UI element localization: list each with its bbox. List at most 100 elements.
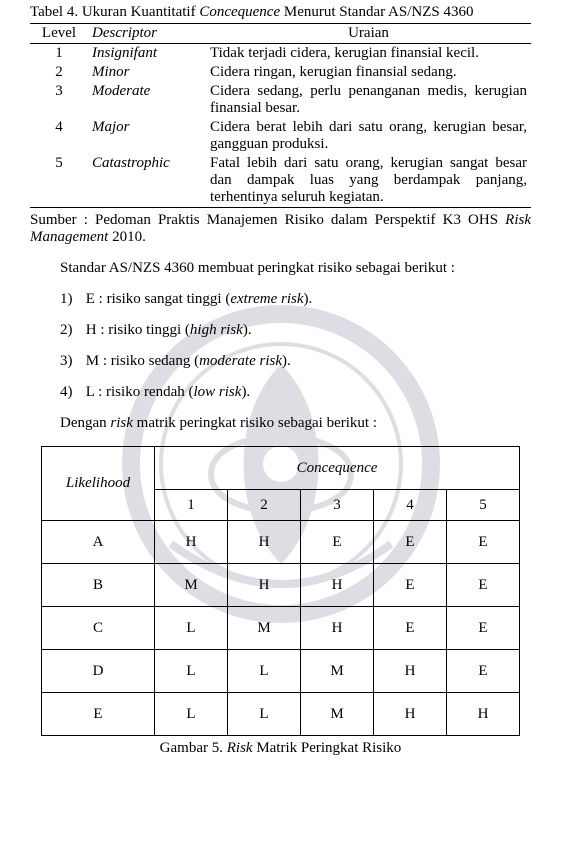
matrix-cell: L	[155, 693, 228, 736]
row-label: A	[42, 521, 155, 564]
list-item: 2) H : risiko tinggi (high risk).	[60, 322, 531, 339]
cell-level: 2	[30, 63, 88, 82]
cell-uraian: Fatal lebih dari satu orang, kerugian sa…	[206, 154, 531, 208]
col-num: 4	[374, 490, 447, 521]
matrix-intro: Dengan risk matrik peringkat risiko seba…	[60, 415, 531, 432]
matrix-intro-post: matrik peringkat risiko sebagai berikut …	[133, 415, 377, 431]
figcap-post: Matrik Peringkat Risiko	[253, 740, 402, 756]
th-descriptor: Descriptor	[88, 24, 206, 44]
figcap-pre: Gambar 5.	[160, 740, 227, 756]
list-it: moderate risk	[199, 353, 282, 369]
row-label: C	[42, 607, 155, 650]
matrix-row: E L L M H H	[42, 693, 520, 736]
matrix-cell: E	[447, 650, 520, 693]
col-num: 3	[301, 490, 374, 521]
matrix-cell: H	[301, 564, 374, 607]
matrix-row: A H H E E E	[42, 521, 520, 564]
list-post: ).	[241, 384, 250, 400]
cell-descriptor: Major	[88, 118, 206, 154]
figure-caption: Gambar 5. Risk Matrik Peringkat Risiko	[30, 740, 531, 757]
list-it: high risk	[190, 322, 243, 338]
matrix-intro-it: risk	[110, 415, 133, 431]
col-num: 1	[155, 490, 228, 521]
matrix-cell: H	[155, 521, 228, 564]
th-level: Level	[30, 24, 88, 44]
cell-uraian: Cidera berat lebih dari satu orang, keru…	[206, 118, 531, 154]
list-num: 2)	[60, 322, 82, 339]
th-likelihood: Likelihood	[42, 447, 155, 521]
caption-italic: Concequence	[199, 4, 280, 20]
th-uraian: Uraian	[206, 24, 531, 44]
matrix-cell: M	[301, 693, 374, 736]
list-pre: E : risiko sangat tinggi (	[86, 291, 231, 307]
caption-prefix: Tabel 4. Ukuran Kuantitatif	[30, 4, 199, 20]
row-label: E	[42, 693, 155, 736]
matrix-cell: H	[374, 650, 447, 693]
list-pre: L : risiko rendah (	[86, 384, 194, 400]
table-row: 3 Moderate Cidera sedang, perlu penangan…	[30, 82, 531, 118]
source-line: Sumber : Pedoman Praktis Manajemen Risik…	[30, 212, 531, 246]
table-row: 5 Catastrophic Fatal lebih dari satu ora…	[30, 154, 531, 208]
table-consequence: Level Descriptor Uraian 1 Insignifant Ti…	[30, 23, 531, 208]
table-row: 1 Insignifant Tidak terjadi cidera, keru…	[30, 44, 531, 64]
table1-caption: Tabel 4. Ukuran Kuantitatif Concequence …	[30, 4, 531, 21]
list-num: 1)	[60, 291, 82, 308]
intro-line: Standar AS/NZS 4360 membuat peringkat ri…	[60, 260, 531, 277]
row-label: D	[42, 650, 155, 693]
matrix-cell: H	[228, 521, 301, 564]
risk-matrix-table: Likelihood Concequence 1 2 3 4 5 A H H E…	[41, 446, 520, 736]
matrix-intro-pre: Dengan	[60, 415, 110, 431]
matrix-cell: E	[447, 521, 520, 564]
list-num: 3)	[60, 353, 82, 370]
list-it: low risk	[194, 384, 242, 400]
list-post: ).	[243, 322, 252, 338]
matrix-cell: H	[447, 693, 520, 736]
matrix-cell: E	[301, 521, 374, 564]
matrix-cell: L	[228, 650, 301, 693]
matrix-cell: E	[447, 564, 520, 607]
matrix-cell: L	[155, 607, 228, 650]
matrix-row: B M H H E E	[42, 564, 520, 607]
col-num: 5	[447, 490, 520, 521]
list-pre: M : risiko sedang (	[86, 353, 199, 369]
matrix-cell: M	[155, 564, 228, 607]
matrix-cell: M	[301, 650, 374, 693]
matrix-cell: E	[374, 564, 447, 607]
col-num: 2	[228, 490, 301, 521]
list-num: 4)	[60, 384, 82, 401]
cell-descriptor: Moderate	[88, 82, 206, 118]
cell-descriptor: Insignifant	[88, 44, 206, 64]
matrix-row: C L M H E E	[42, 607, 520, 650]
cell-level: 4	[30, 118, 88, 154]
list-pre: H : risiko tinggi (	[86, 322, 190, 338]
cell-level: 3	[30, 82, 88, 118]
cell-level: 1	[30, 44, 88, 64]
table-row: 2 Minor Cidera ringan, kerugian finansia…	[30, 63, 531, 82]
cell-uraian: Cidera ringan, kerugian finansial sedang…	[206, 63, 531, 82]
matrix-cell: H	[301, 607, 374, 650]
matrix-cell: E	[447, 607, 520, 650]
th-consequence: Concequence	[155, 447, 520, 490]
list-item: 4) L : risiko rendah (low risk).	[60, 384, 531, 401]
cell-uraian: Tidak terjadi cidera, kerugian finansial…	[206, 44, 531, 64]
row-label: B	[42, 564, 155, 607]
list-it: extreme risk	[230, 291, 303, 307]
matrix-cell: E	[374, 607, 447, 650]
source-suffix: 2010.	[108, 229, 146, 245]
list-post: ).	[282, 353, 291, 369]
list-item: 1) E : risiko sangat tinggi (extreme ris…	[60, 291, 531, 308]
matrix-cell: M	[228, 607, 301, 650]
cell-level: 5	[30, 154, 88, 208]
table-row: 4 Major Cidera berat lebih dari satu ora…	[30, 118, 531, 154]
matrix-cell: H	[374, 693, 447, 736]
cell-uraian: Cidera sedang, perlu penanganan medis, k…	[206, 82, 531, 118]
matrix-cell: E	[374, 521, 447, 564]
matrix-cell: H	[228, 564, 301, 607]
cell-descriptor: Minor	[88, 63, 206, 82]
figcap-it: Risk	[227, 740, 253, 756]
matrix-cell: L	[155, 650, 228, 693]
source-prefix: Sumber : Pedoman Praktis Manajemen Risik…	[30, 212, 505, 228]
matrix-row: D L L M H E	[42, 650, 520, 693]
cell-descriptor: Catastrophic	[88, 154, 206, 208]
matrix-cell: L	[228, 693, 301, 736]
